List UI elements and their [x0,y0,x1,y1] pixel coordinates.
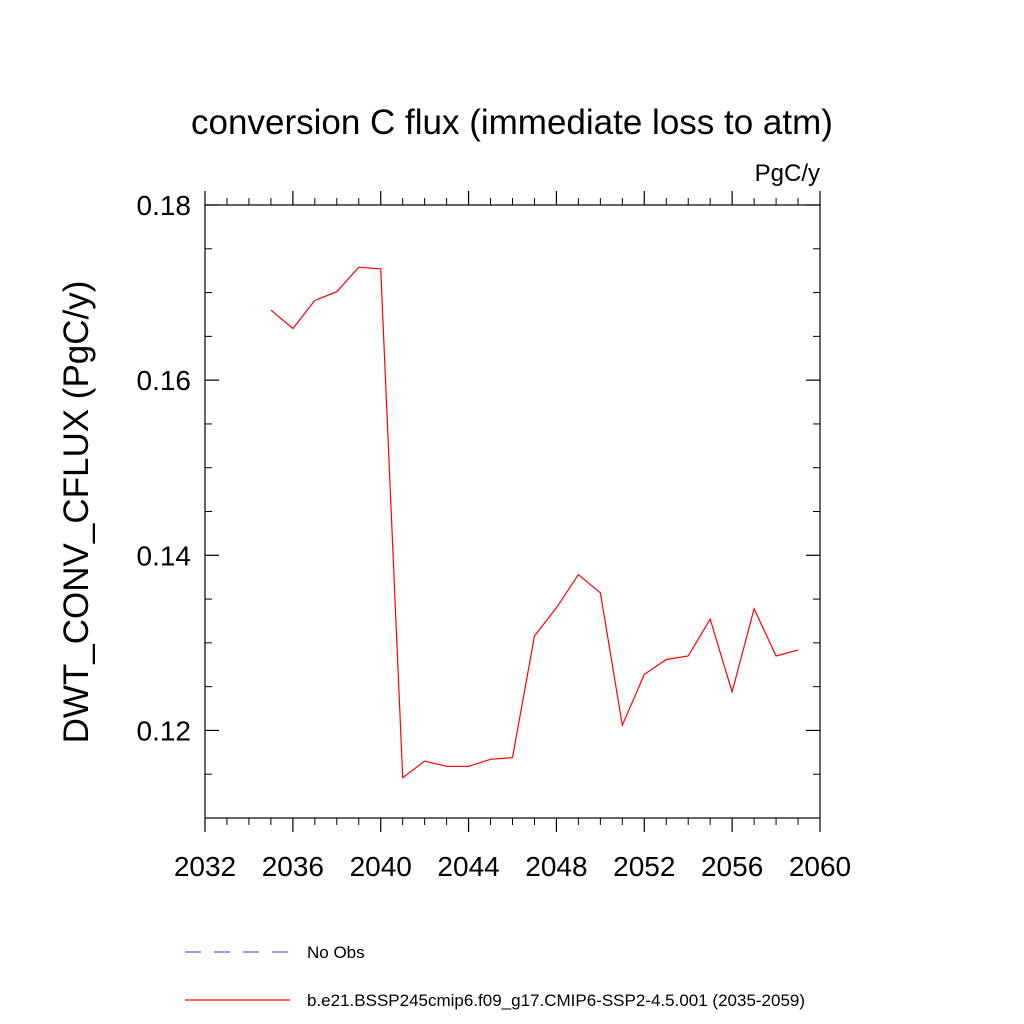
x-tick-label: 2060 [789,851,851,882]
x-tick-label: 2036 [262,851,324,882]
legend-label: b.e21.BSSP245cmip6.f09_g17.CMIP6-SSP2-4.… [307,991,805,1010]
units-label: PgC/y [755,160,820,187]
x-tick-label: 2032 [174,851,236,882]
x-tick-label: 2056 [701,851,763,882]
y-tick-label: 0.14 [137,540,192,571]
y-tick-label: 0.18 [137,190,192,221]
chart-title: conversion C flux (immediate loss to atm… [191,103,833,142]
axis-tick-labels: 2032 2036 2040 2044 2048 2052 2056 2060 0.12 0.14… [137,190,852,882]
series-line [270,266,799,779]
x-tick-label: 2044 [437,851,499,882]
plot-frame [204,204,821,819]
series-layer [270,266,799,779]
y-tick-label: 0.16 [137,365,192,396]
legend-label: No Obs [307,943,365,962]
axis-ticks [204,191,821,832]
y-tick-label: 0.12 [137,715,192,746]
x-tick-label: 2048 [525,851,587,882]
y-axis-label: DWT_CONV_CFLUX (PgC/y) [57,281,96,744]
legend: No Obs b.e21.BSSP245cmip6.f09_g17.CMIP6-S… [185,943,805,1010]
x-tick-label: 2040 [350,851,412,882]
x-tick-label: 2052 [613,851,675,882]
